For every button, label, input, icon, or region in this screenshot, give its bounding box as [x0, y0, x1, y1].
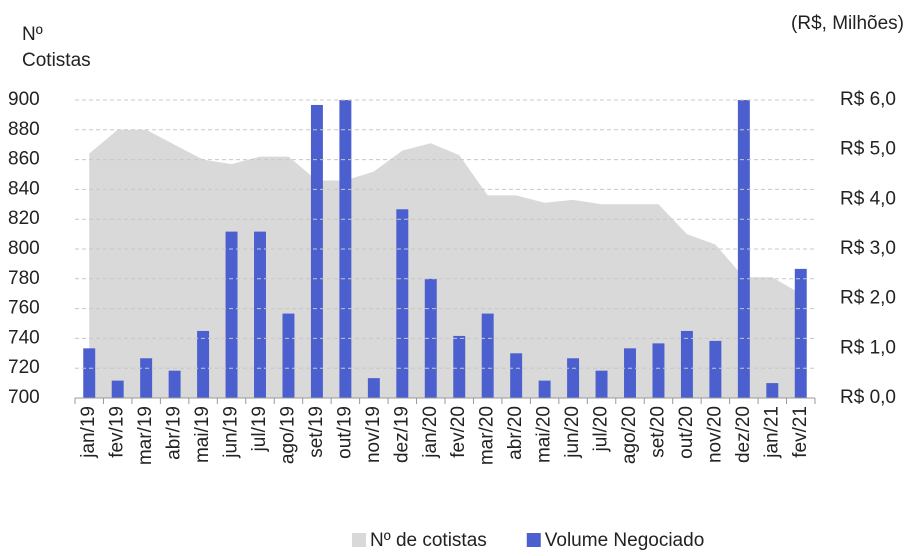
- x-tick-label: dez/20: [733, 406, 754, 463]
- bar: [339, 100, 352, 398]
- bar: [197, 330, 210, 398]
- bar: [140, 358, 153, 398]
- y-tick-label: 720: [8, 357, 40, 378]
- x-tick-label: jan/21: [761, 406, 782, 459]
- x-tick-label: jul/20: [591, 406, 612, 452]
- y-tick-label: 780: [8, 268, 40, 289]
- bar: [538, 380, 551, 398]
- y-axis-title: Nº Cotistas: [22, 24, 91, 71]
- x-tick-label: abr/20: [505, 406, 526, 460]
- y2-tick-label: R$ 3,0: [840, 238, 896, 259]
- x-tick-label: mai/20: [534, 406, 555, 463]
- legend-label: Nº de cotistas: [370, 530, 487, 551]
- y2-tick-label: R$ 1,0: [840, 337, 896, 358]
- bar: [567, 358, 580, 398]
- y-tick-label: 840: [8, 178, 40, 199]
- y-tick-label: 820: [8, 208, 40, 229]
- bar: [282, 313, 295, 398]
- y-tick-label: 760: [8, 298, 40, 319]
- bar: [481, 313, 494, 398]
- y-tick-label: 740: [8, 327, 40, 348]
- bar: [680, 330, 693, 398]
- x-tick-label: dez/19: [391, 406, 412, 463]
- y2-axis-title: (R$, Milhões): [791, 13, 904, 34]
- bar: [83, 348, 96, 398]
- y-tick-label: 880: [8, 119, 40, 140]
- x-tick-label: jan/19: [78, 406, 99, 459]
- bar: [396, 209, 409, 398]
- bar: [652, 343, 665, 398]
- bar: [794, 268, 807, 398]
- x-tick-label: jun/19: [221, 406, 242, 459]
- x-tick-label: abr/19: [164, 406, 185, 460]
- x-tick-label: mar/19: [135, 406, 156, 465]
- bar: [595, 370, 608, 398]
- y-tick-label: 900: [8, 89, 40, 110]
- x-tick-label: fev/21: [790, 406, 811, 458]
- x-tick-label: jul/19: [249, 406, 270, 452]
- x-tick-label: set/19: [306, 406, 327, 458]
- x-tick-label: out/20: [676, 406, 697, 459]
- bar: [310, 104, 323, 398]
- x-tick-label: jan/20: [420, 406, 441, 459]
- bar: [168, 370, 181, 398]
- area: [89, 129, 801, 399]
- y2-tick-label: R$ 5,0: [840, 139, 896, 160]
- y-tick-label: 860: [8, 149, 40, 170]
- bar: [367, 378, 380, 398]
- y2-tick-label: R$ 6,0: [840, 89, 896, 110]
- y2-tick-label: R$ 2,0: [840, 288, 896, 309]
- x-tick-label: fev/20: [448, 406, 469, 458]
- x-tick-label: out/19: [334, 406, 355, 459]
- x-tick-label: ago/19: [277, 406, 298, 464]
- x-tick-label: fev/19: [107, 406, 128, 458]
- bar: [624, 348, 636, 398]
- bar: [766, 383, 779, 398]
- bar: [709, 340, 722, 398]
- bar: [111, 380, 124, 398]
- bar: [510, 353, 523, 398]
- legend-swatch: [526, 533, 541, 547]
- legend-label: Volume Negociado: [545, 530, 705, 551]
- x-tick-label: ago/20: [619, 406, 640, 464]
- x-tick-label: mai/19: [192, 406, 213, 463]
- x-tick-label: nov/20: [704, 406, 725, 463]
- x-tick-label: nov/19: [363, 406, 384, 463]
- y-tick-label: 700: [8, 387, 40, 408]
- x-tick-label: set/20: [647, 406, 668, 458]
- y2-tick-label: R$ 4,0: [840, 188, 896, 209]
- bar: [225, 231, 238, 398]
- legend-swatch: [352, 533, 366, 547]
- bar: [453, 335, 466, 398]
- bar: [424, 278, 437, 398]
- x-tick-label: mar/20: [477, 406, 498, 465]
- x-tick-label: jun/20: [562, 406, 583, 459]
- y-tick-label: 800: [8, 238, 40, 259]
- y2-tick-label: R$ 0,0: [840, 387, 896, 408]
- bar: [254, 231, 266, 398]
